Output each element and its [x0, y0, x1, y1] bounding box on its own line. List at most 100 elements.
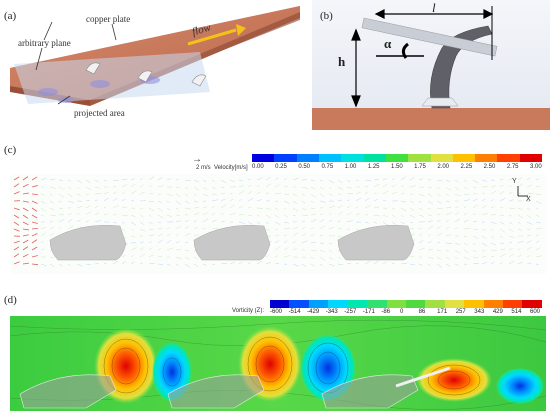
- velocity-vector: [274, 184, 280, 188]
- velocity-vector: [382, 178, 387, 181]
- velocity-vector: [22, 246, 29, 251]
- velocity-vector: [274, 246, 281, 251]
- velocity-vector: [211, 179, 215, 182]
- velocity-vector: [517, 262, 523, 265]
- velocity-vector: [301, 186, 308, 189]
- velocity-vector: [364, 205, 371, 209]
- velocity-vector: [130, 199, 134, 202]
- velocity-colorbar-segment: [274, 154, 297, 162]
- velocity-vector: [436, 233, 443, 237]
- velocity-vector: [76, 219, 81, 223]
- velocity-vector: [526, 214, 532, 219]
- velocity-vector: [373, 198, 378, 202]
- velocity-vector: [13, 183, 20, 188]
- velocity-vector: [175, 200, 182, 205]
- velocity-vector: [76, 193, 81, 196]
- velocity-vector: [490, 221, 497, 224]
- velocity-vector: [481, 192, 485, 195]
- velocity-vector: [139, 178, 143, 181]
- velocity-vector: [535, 207, 539, 210]
- velocity-vector: [454, 249, 461, 254]
- velocity-vector: [58, 213, 64, 216]
- velocity-vector: [40, 193, 45, 196]
- velocity-vector: [418, 193, 425, 197]
- velocity-vector: [463, 193, 469, 195]
- velocity-vector: [445, 234, 451, 237]
- velocity-vector: [265, 177, 271, 181]
- velocity-vector: [517, 183, 524, 188]
- fin-tip: [361, 17, 498, 57]
- velocity-vector: [49, 214, 56, 216]
- velocity-vector: [121, 260, 127, 265]
- velocity-vector: [346, 179, 351, 183]
- velocity-vector: [400, 200, 406, 203]
- panel-b: (b) l h α: [312, 0, 550, 135]
- velocity-tick-label: 1.00: [344, 164, 357, 170]
- velocity-vector: [22, 214, 29, 219]
- velocity-vector: [40, 177, 47, 181]
- velocity-vector: [274, 234, 279, 237]
- vorticity-tick-label: 171: [437, 309, 448, 315]
- velocity-vector: [274, 221, 281, 225]
- velocity-vector: [13, 253, 20, 258]
- velocity-vector: [175, 263, 179, 266]
- vorticity-colorbar-segment: [444, 300, 465, 308]
- velocity-vector: [85, 263, 91, 265]
- vorticity-tick-label: 429: [492, 309, 503, 315]
- vorticity-tick-label: -171: [362, 309, 375, 315]
- velocity-tick-label: 2.00: [437, 164, 450, 170]
- velocity-vector: [148, 214, 152, 217]
- velocity-vector: [409, 200, 414, 203]
- velocity-vector: [130, 255, 134, 258]
- velocity-vector: [121, 206, 127, 209]
- velocity-vector: [337, 205, 343, 209]
- velocity-vector: [67, 263, 71, 266]
- velocity-vector: [490, 206, 495, 209]
- velocity-vector: [184, 242, 188, 244]
- velocity-vector: [364, 198, 370, 202]
- velocity-vector: [346, 212, 352, 216]
- velocity-vector: [121, 221, 125, 224]
- velocity-vector: [364, 179, 371, 181]
- velocity-vector: [67, 179, 71, 182]
- velocity-vector: [454, 218, 461, 223]
- velocity-vector: [274, 255, 278, 258]
- velocity-vector: [121, 184, 128, 188]
- velocity-vector: [238, 221, 245, 224]
- velocity-vector: [481, 212, 488, 216]
- velocity-vector: [130, 235, 135, 238]
- velocity-vector: [454, 227, 458, 230]
- velocity-vector: [526, 184, 532, 188]
- velocity-vector: [238, 206, 243, 209]
- velocity-vector: [481, 205, 487, 209]
- velocity-vector: [121, 178, 127, 181]
- velocity-vector: [454, 193, 461, 197]
- velocity-colorbar-segment: [475, 154, 498, 162]
- axis-indicator: [517, 186, 528, 197]
- velocity-vector: [445, 226, 450, 230]
- velocity-vector: [445, 242, 452, 244]
- velocity-vector: [391, 184, 396, 188]
- velocity-vector: [193, 200, 198, 203]
- velocity-vector: [490, 190, 497, 195]
- velocity-vector: [157, 177, 163, 181]
- velocity-vector: [58, 193, 65, 198]
- velocity-vector: [328, 226, 334, 230]
- velocity-vector: [445, 263, 451, 267]
- velocity-vector: [409, 263, 415, 265]
- velocity-vector: [337, 228, 342, 230]
- velocity-vector: [157, 263, 163, 265]
- velocity-vector: [481, 235, 487, 239]
- velocity-vector: [283, 214, 288, 218]
- velocity-vector: [184, 200, 190, 204]
- velocity-vector: [22, 200, 29, 203]
- fin-silhouette: [337, 225, 415, 261]
- velocity-vector: [310, 193, 317, 198]
- velocity-colorbar-title: Velocity[m/s]: [214, 165, 248, 171]
- velocity-vector: [166, 178, 171, 181]
- velocity-vector: [139, 207, 143, 210]
- velocity-vector: [94, 220, 101, 223]
- velocity-vector: [238, 199, 242, 202]
- arbitrary-plane: [14, 52, 210, 104]
- velocity-vector: [157, 185, 164, 188]
